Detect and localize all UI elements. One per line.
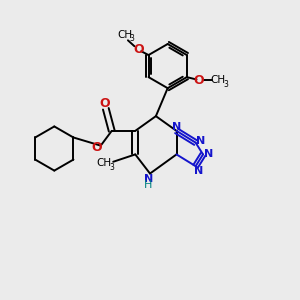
Text: N: N xyxy=(172,122,182,132)
Text: O: O xyxy=(99,97,110,110)
Text: 3: 3 xyxy=(109,163,114,172)
Text: CH: CH xyxy=(96,158,111,168)
Text: CH: CH xyxy=(211,75,226,85)
Text: N: N xyxy=(204,149,213,159)
Text: CH: CH xyxy=(117,30,133,40)
Text: O: O xyxy=(193,74,204,87)
Text: O: O xyxy=(92,141,102,154)
Text: O: O xyxy=(133,43,143,56)
Text: N: N xyxy=(144,174,153,184)
Text: H: H xyxy=(144,180,153,190)
Text: 3: 3 xyxy=(129,34,134,43)
Text: N: N xyxy=(194,166,203,176)
Text: 3: 3 xyxy=(223,80,228,89)
Text: N: N xyxy=(196,136,206,146)
